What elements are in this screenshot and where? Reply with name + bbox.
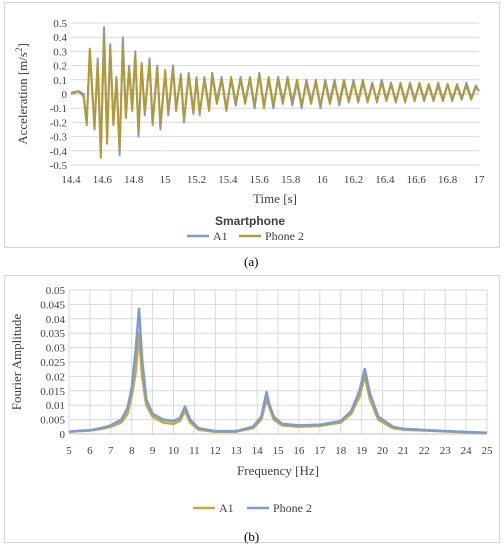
x-tick-label: 10 [168,445,180,457]
y-tick-label: -0.3 [50,132,68,144]
x-tick-label: 16.4 [375,174,395,186]
x-tick-label: 12 [210,445,221,457]
legend-label: Phone 2 [265,229,304,243]
y-tick-label: 0 [62,89,68,101]
chart-panel-b: 0 0.005 0.01 0.015 0.02 0.025 0.03 0.035 0.04 0.0… [4,275,500,543]
x-tick-label: 15.6 [250,174,270,186]
y-axis-title-sup: 2 [14,48,24,53]
x-tick-label: 14 [252,445,264,457]
y-axis-title: Acceleration [m/s2] [14,43,30,145]
x-tick-label: 6 [87,445,93,457]
x-tick-label: 19 [356,445,368,457]
x-tick-label: 15.8 [281,174,301,186]
y-axis-title-end: ] [15,43,30,47]
y-tick-label: 0.005 [40,415,65,427]
panel-label-a: (a) [244,254,259,269]
x-tick-label: 25 [482,445,494,457]
y-tick-label: -0.5 [50,160,68,172]
y-tick-label: 0.015 [40,386,65,398]
x-tick-label: 21 [398,445,409,457]
legend-label: A1 [213,229,228,243]
y-tick-label: 0.01 [46,400,65,412]
fourier-chart: 0 0.005 0.01 0.015 0.02 0.025 0.03 0.035 0.04 0.0… [9,285,494,515]
y-tick-label: 0.5 [53,18,67,30]
x-tick-label: 23 [440,445,452,457]
x-tick-label: 14.4 [61,174,81,186]
x-tick-label: 14.8 [124,174,144,186]
y-tick-label: 0.1 [53,75,67,87]
legend-label: A1 [219,501,234,515]
y-tick-label: 0.035 [40,328,65,340]
x-tick-label: 15 [273,445,285,457]
y-tick-label: -0.1 [50,103,67,115]
y-tick-label: 0.02 [46,371,65,383]
series-line-phone-2 [68,307,488,435]
x-axis-title: Frequency [Hz] [237,463,319,478]
y-tick-label: 0.4 [53,32,67,44]
panel-label-b: (b) [244,529,260,544]
x-tick-label: 15.4 [218,174,238,186]
y-tick-label: 0.03 [46,343,66,355]
x-tick-label: 16 [317,174,329,186]
y-tick-label: -0.4 [50,146,68,158]
y-tick-label: 0.025 [40,357,65,369]
x-tick-label: 14.6 [93,174,113,186]
x-tick-label: 16.2 [344,174,363,186]
x-tick-label: 11 [189,445,200,457]
x-tick-label: 16 [293,445,305,457]
acceleration-chart: -0.5 -0.4 -0.3 -0.2 -0.1 0 0.1 0.2 0.3 0.4 0.5 14.4… [14,18,486,243]
x-tick-label: 20 [377,445,389,457]
x-tick-label: 16.6 [407,174,427,186]
y-tick-label: 0.2 [53,61,67,73]
y-tick-label: 0.05 [46,285,66,297]
x-tick-label: 13 [231,445,243,457]
x-tick-label: 24 [461,445,473,457]
x-tick-label: 17 [314,445,326,457]
x-tick-label: 18 [335,445,347,457]
y-tick-label: 0.045 [40,299,65,311]
legend-title: Smartphone [215,214,285,228]
y-tick-label: 0.04 [46,314,66,326]
x-axis-title: Time [s] [253,191,297,206]
y-tick-label: 0.3 [53,46,67,58]
series-line-phone-2 [70,36,480,159]
y-tick-label: 0 [60,429,66,441]
x-tick-label: 9 [150,445,156,457]
x-tick-label: 17 [474,174,486,186]
x-tick-label: 15.2 [187,174,206,186]
x-tick-label: 8 [129,445,135,457]
x-tick-label: 15 [160,174,172,186]
chart-panel-a: -0.5 -0.4 -0.3 -0.2 -0.1 0 0.1 0.2 0.3 0.4 0.5 14.4… [4,2,500,248]
y-axis-title-main: Acceleration [m/s [15,52,30,145]
legend-label: Phone 2 [273,501,312,515]
y-axis-title: Fourier Amplitude [9,314,24,411]
x-tick-label: 7 [108,445,114,457]
x-tick-label: 16.8 [438,174,458,186]
x-tick-label: 22 [419,445,430,457]
y-tick-label: -0.2 [50,117,67,129]
x-tick-label: 5 [66,445,72,457]
